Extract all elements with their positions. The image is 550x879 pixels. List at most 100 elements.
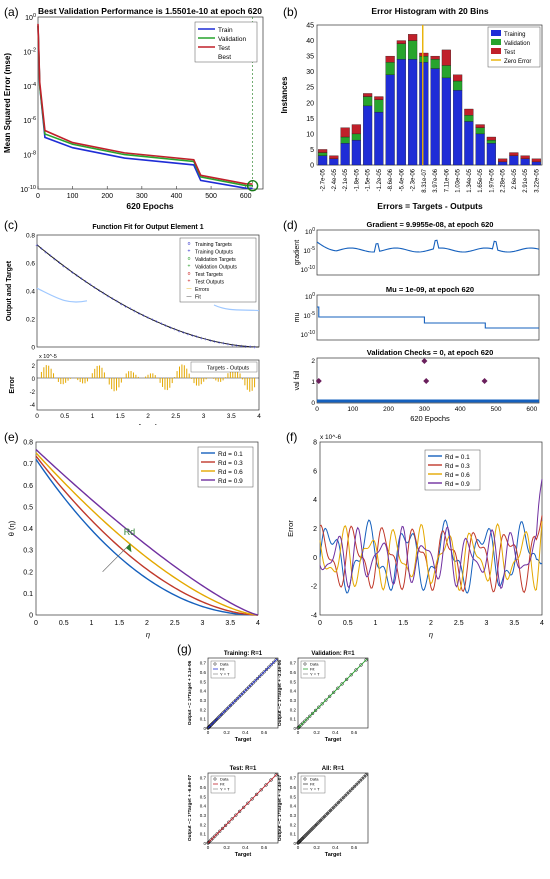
chart-c-error-scale: x 10^-5: [39, 354, 57, 360]
chart-e-series: [35, 452, 259, 616]
chart-a-xtick: 500: [205, 193, 217, 200]
chart-g-xtick: 0: [297, 730, 300, 735]
chart-c-legend: [179, 237, 257, 303]
chart-b-ytick: 40: [306, 38, 314, 45]
chart-g-data-point: [251, 681, 255, 685]
chart-a-xtick: 400: [171, 193, 183, 200]
chart-e-series: [35, 458, 259, 616]
chart-g-xtick: 0.6: [351, 845, 358, 850]
chart-g-data-point: [308, 829, 312, 833]
chart-g-data-point: [210, 721, 215, 726]
chart-g-data-point: [352, 784, 357, 789]
chart-b-xtick: 2.28e-05: [501, 168, 507, 192]
chart-g-data-point: [305, 832, 309, 836]
chart-c-legend-item: Training Outputs: [195, 250, 234, 256]
chart-f-series: [319, 479, 543, 590]
chart-b-xtick: -2.7e-05: [321, 168, 327, 191]
chart-g-xtick: 0.2: [224, 845, 231, 850]
chart-e-xlabel: η: [146, 630, 150, 639]
chart-g-data-point: [227, 820, 231, 824]
chart-c-target-marker: +: [44, 250, 47, 256]
chart-c-legend-marker: +: [188, 264, 191, 270]
chart-c-target-marker: +: [244, 344, 247, 350]
chart-b-ytick: 0: [310, 163, 314, 170]
chart-f-ytick: 8: [313, 440, 317, 447]
chart-e-xtick: 1: [90, 620, 94, 627]
chart-c-target-marker: +: [138, 311, 141, 317]
chart-b-bar-test: [363, 93, 373, 97]
chart-g-ytick: 0.3: [200, 813, 207, 818]
chart-g-xtick: 0.6: [261, 730, 268, 735]
chart-f-legend-item: Rd = 0.3: [445, 463, 470, 470]
chart-b-bar-training: [329, 158, 339, 166]
chart-e-ytick: 0.4: [23, 526, 33, 533]
chart-a-ytick: 10-10: [20, 185, 36, 194]
chart-b-bar-validation: [475, 127, 485, 135]
chart-c-error-ytick: -2: [30, 390, 36, 396]
chart-f-xtick: 3: [485, 620, 489, 627]
chart-f-ylabel: Error: [286, 520, 295, 537]
chart-g-data-point: [297, 839, 302, 844]
chart-a-performance: Best Validation Performance is 1.5501e-1…: [3, 6, 264, 211]
chart-c-target-marker: +: [129, 307, 132, 313]
chart-e-ytick: 0.2: [23, 569, 33, 576]
chart-g-data-point: [362, 775, 366, 779]
chart-c-target-marker: +: [164, 324, 167, 330]
chart-d-ylabel: val fail: [294, 370, 301, 390]
chart-g-data-point: [305, 717, 309, 721]
chart-b-legend-swatch: [491, 48, 501, 54]
chart-g-fit-line: [207, 773, 278, 844]
chart-c-legend-item: Errors: [195, 287, 210, 293]
chart-g-data-point: [237, 695, 241, 699]
chart-g-data-point: [309, 828, 313, 832]
chart-b-bar-validation: [374, 99, 384, 113]
chart-c-xtick: 3.5: [227, 413, 236, 420]
chart-c-target-marker: +: [133, 309, 136, 315]
chart-b-legend-item: Training: [504, 32, 525, 38]
chart-c-target-marker: +: [142, 314, 145, 320]
chart-c-target-marker: +: [147, 316, 150, 322]
chart-b-ytick: 35: [306, 54, 314, 61]
chart-e-xtick: 3: [201, 620, 205, 627]
chart-g-data-point: [235, 696, 240, 701]
chart-b-bar-test: [351, 124, 361, 135]
chart-b-bar-test: [408, 34, 418, 41]
chart-f-ytick: -2: [311, 584, 317, 591]
chart-g-ytick: 0: [293, 726, 296, 731]
chart-f-error: -4 -2 0 2 4 6 8 0 0.5 1 1.5 2 2.5 3 3.5 4 x 10^-6 η Error R…: [286, 434, 544, 639]
chart-g-data-point: [364, 773, 368, 777]
chart-b-bar-test: [486, 136, 496, 141]
chart-g-title: All: R=1: [322, 766, 345, 772]
chart-g-data-point: [209, 722, 214, 727]
chart-b-xtick: 3.22e-05: [534, 168, 540, 192]
chart-e-series: [35, 449, 259, 616]
chart-e-legend-item: Rd = 0.1: [218, 451, 243, 458]
chart-e-rd-arrow: [125, 543, 132, 553]
chart-c-xtick: 1: [91, 413, 95, 420]
chart-b-xtick: 1.65e-05: [478, 168, 484, 192]
chart-g-data-point: [349, 788, 353, 792]
chart-g-ytick: 0.5: [290, 794, 297, 799]
chart-d-ytick: 10-5: [303, 246, 315, 255]
chart-g-xtick: 0.4: [242, 730, 249, 735]
chart-c-error-ytick: -4: [30, 403, 36, 409]
chart-g-data-point: [249, 683, 253, 687]
chart-g-ytick: 0.5: [200, 679, 207, 684]
chart-d-title: Validation Checks = 0, at epoch 620: [367, 348, 494, 357]
chart-e-series: [35, 455, 259, 616]
chart-f-ytick: 4: [313, 497, 317, 504]
chart-g-data-point: [347, 790, 351, 794]
chart-g-data-point: [215, 832, 219, 836]
chart-g-data-point: [303, 719, 307, 723]
chart-g-ytick: 0.1: [290, 717, 297, 722]
chart-c-xtick: 3: [202, 413, 206, 420]
chart-g-xtick: 0.2: [314, 730, 321, 735]
chart-g-legend-swatch: [303, 662, 307, 666]
panel-label-b: (b): [283, 5, 298, 19]
chart-b-bar-validation: [486, 139, 496, 144]
chart-g-data-point: [247, 685, 251, 689]
chart-g-legend-item: Fit: [220, 667, 225, 672]
chart-f-xtick: 1.5: [398, 620, 408, 627]
chart-c-fit-line: [36, 244, 260, 348]
chart-g-ytick: 0: [293, 841, 296, 846]
